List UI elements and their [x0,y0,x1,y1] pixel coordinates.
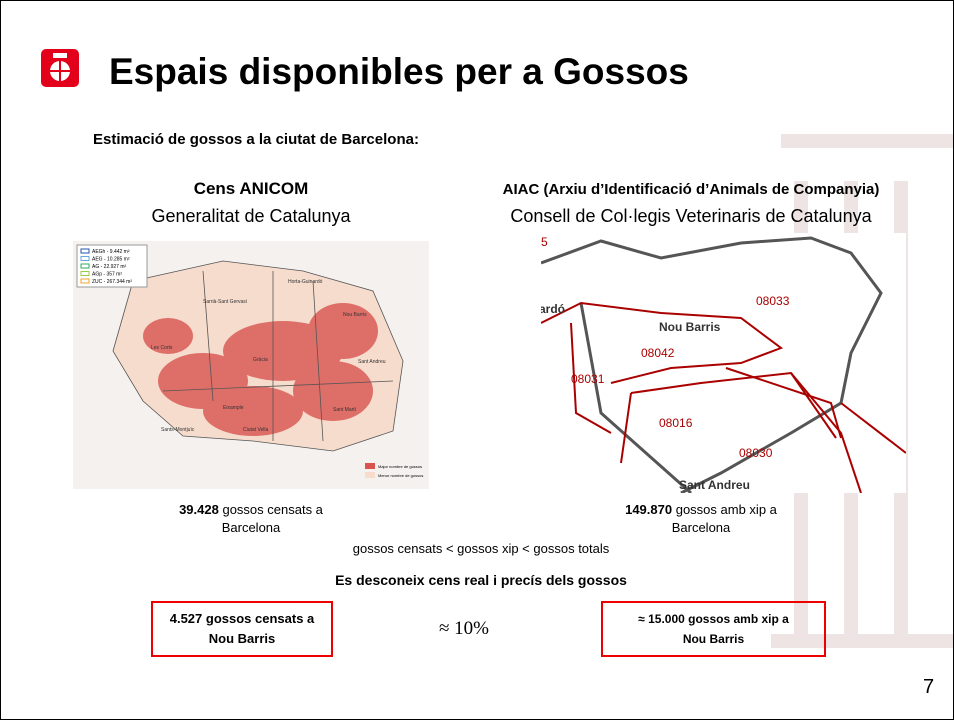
box: ≈ 15.000 gossos amb xip a Nou Barris [601,601,826,657]
district-label: Sant Martí [333,407,357,413]
map-label: 08030 [739,446,773,460]
district-label: Gràcia [253,357,268,363]
box-text: Nou Barris [208,631,276,646]
caption-text: Barcelona [671,520,731,535]
caption-value: 39.428 [179,502,219,517]
district-label: Sarrià-Sant Gervasi [203,299,247,305]
map-label: 08042 [641,346,675,360]
caption-text: Barcelona [221,520,281,535]
page-number: 7 [923,676,935,698]
map-label: 08031 [571,372,605,386]
legend-swatch [80,248,90,254]
legend-swatch [80,278,90,284]
left-heading: Cens ANICOM [193,179,309,198]
district-label: Ciutat Vella [243,427,269,433]
map-scale: Major nombre de gossos [378,464,422,469]
legend-swatch [80,263,90,269]
district-label: Les Corts [151,345,173,351]
district-label: Eixample [223,405,244,411]
comparison: gossos censats < gossos xip < gossos tot… [352,541,610,556]
left-caption: 39.428 gossos censats a Barcelona [179,501,323,537]
district-label: Sants-Montjuïc [161,427,195,433]
district-label: Horta-Guinardó [288,279,323,285]
caption-value: 149.870 [625,502,673,517]
legend-label: AG - 22.927 m² [92,264,127,270]
note: Es desconeix cens real i precís dels gos… [335,572,627,588]
map-label: Nou Barris [659,320,721,334]
legend-swatch [80,256,90,261]
right-map: 5 ardó 08033 Nou Barris 08042 08031 08016 08030… [541,233,906,493]
legend-label: ZUC - 267.344 m² [92,279,132,285]
map-label: 5 [541,235,548,249]
map-label: 08033 [756,294,790,308]
legend-label: AEG - 10.285 m² [92,257,130,263]
legend-label: AGp - 357 m² [92,272,122,278]
district-label: Nou Barris [343,312,367,318]
legend-label: AEGh - 9.442 m² [92,249,130,255]
district-label: Sant Andreu [358,359,386,365]
subtitle: Estimació de gossos a la ciutat de Barce… [93,131,419,148]
left-source: Generalitat de Catalunya [151,206,351,226]
legend-swatch [80,271,90,276]
caption-text: gossos censats a [222,502,323,517]
box-text: 4.527 gossos censats a [169,611,315,626]
map-label: Sant Andreu [679,478,750,492]
box: 4.527 gossos censats a Nou Barris [151,601,333,657]
caption-text: gossos amb xip a [675,502,777,517]
title: Espais disponibles per a Gossos [109,51,689,92]
right-caption: 149.870 gossos amb xip a Barcelona [625,501,777,537]
right-source: Consell de Col·legis Veterinaris de Cata… [510,206,872,226]
map-label: 08016 [659,416,693,430]
box-text: ≈ 15.000 gossos amb xip a [638,612,789,626]
box-text: Nou Barris [682,632,745,646]
ratio: ≈ 10% [438,618,490,639]
map-scale: Menor nombre de gossos [378,473,423,478]
map-label: ardó [541,302,565,316]
right-heading: AIAC (Arxiu d’Identificació d’Animals de… [502,181,880,198]
